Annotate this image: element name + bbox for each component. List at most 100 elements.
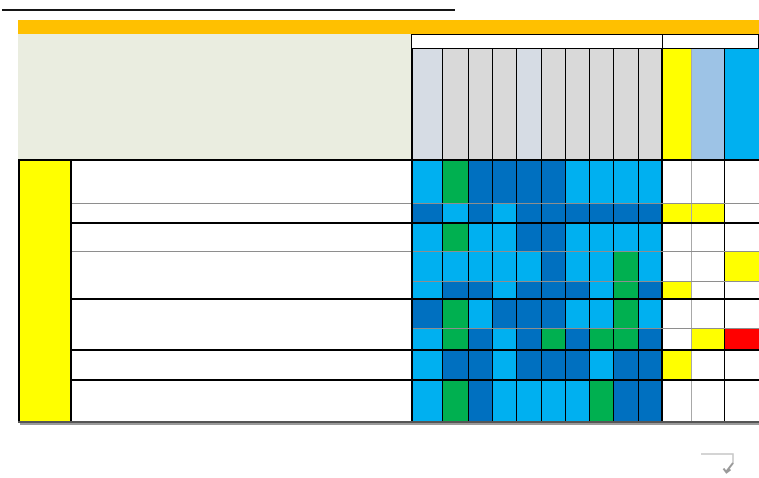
grid-cell[interactable] (468, 204, 493, 222)
grid-cell[interactable] (492, 224, 517, 251)
grid-cell[interactable] (442, 351, 469, 379)
grid-cell[interactable] (413, 300, 443, 328)
grid-cell[interactable] (692, 381, 726, 421)
grid-cell[interactable] (565, 161, 591, 203)
grid-cell[interactable] (725, 252, 759, 281)
grid-cell[interactable] (565, 252, 591, 281)
header-band-left-cell[interactable] (412, 35, 663, 48)
grid-cell[interactable] (590, 282, 615, 298)
grid-cell[interactable] (468, 300, 493, 328)
grid-cell[interactable] (413, 351, 443, 379)
grid-cell[interactable] (614, 252, 640, 281)
grid-cell[interactable] (541, 204, 566, 222)
grid-cell[interactable] (442, 204, 469, 222)
grid-cell[interactable] (413, 161, 443, 203)
grid-cell[interactable] (516, 381, 542, 421)
grid-cell[interactable] (725, 161, 759, 203)
row-label-cell[interactable] (72, 161, 411, 204)
grid-cell[interactable] (590, 351, 615, 379)
grid-cell[interactable] (692, 252, 726, 281)
grid-cell[interactable] (639, 329, 664, 349)
grid-cell[interactable] (614, 329, 640, 349)
grid-cell[interactable] (663, 300, 693, 328)
grid-cell[interactable] (614, 300, 640, 328)
column-header-cell[interactable] (413, 49, 443, 159)
column-header-cell[interactable] (663, 49, 693, 159)
grid-cell[interactable] (413, 329, 443, 349)
grid-cell[interactable] (590, 300, 615, 328)
grid-cell[interactable] (692, 351, 726, 379)
grid-cell[interactable] (468, 252, 493, 281)
row-group-label-cell[interactable] (18, 161, 72, 421)
grid-cell[interactable] (541, 329, 566, 349)
grid-cell[interactable] (541, 351, 566, 379)
grid-cell[interactable] (516, 329, 542, 349)
grid-cell[interactable] (692, 329, 726, 349)
grid-cell[interactable] (442, 224, 469, 251)
grid-cell[interactable] (492, 282, 517, 298)
grid-cell[interactable] (663, 351, 693, 379)
grid-cell[interactable] (516, 161, 542, 203)
column-header-cell[interactable] (614, 49, 640, 159)
grid-cell[interactable] (468, 381, 493, 421)
column-header-cell[interactable] (442, 49, 469, 159)
grid-cell[interactable] (413, 224, 443, 251)
row-label-cell[interactable] (72, 381, 411, 421)
grid-cell[interactable] (725, 329, 759, 349)
grid-cell[interactable] (516, 300, 542, 328)
grid-cell[interactable] (516, 224, 542, 251)
grid-cell[interactable] (541, 300, 566, 328)
grid-cell[interactable] (725, 282, 759, 298)
grid-cell[interactable] (614, 351, 640, 379)
column-header-cell[interactable] (639, 49, 664, 159)
grid-cell[interactable] (725, 381, 759, 421)
grid-cell[interactable] (442, 329, 469, 349)
grid-cell[interactable] (468, 161, 493, 203)
column-header-cell[interactable] (590, 49, 615, 159)
grid-cell[interactable] (468, 224, 493, 251)
grid-cell[interactable] (492, 351, 517, 379)
grid-cell[interactable] (692, 282, 726, 298)
grid-cell[interactable] (413, 381, 443, 421)
row-label-cell[interactable] (72, 252, 411, 300)
grid-cell[interactable] (516, 252, 542, 281)
grid-cell[interactable] (692, 300, 726, 328)
grid-cell[interactable] (492, 329, 517, 349)
column-header-cell[interactable] (541, 49, 566, 159)
grid-cell[interactable] (468, 351, 493, 379)
row-label-cell[interactable] (72, 300, 411, 351)
grid-cell[interactable] (565, 329, 591, 349)
column-header-cell[interactable] (692, 49, 726, 159)
grid-cell[interactable] (663, 282, 693, 298)
grid-cell[interactable] (442, 300, 469, 328)
grid-cell[interactable] (565, 300, 591, 328)
row-label-cell[interactable] (72, 224, 411, 252)
grid-cell[interactable] (565, 224, 591, 251)
grid-cell[interactable] (492, 300, 517, 328)
grid-cell[interactable] (468, 329, 493, 349)
grid-cell[interactable] (663, 252, 693, 281)
grid-cell[interactable] (565, 381, 591, 421)
row-label-cell[interactable] (72, 204, 411, 224)
grid-cell[interactable] (541, 224, 566, 251)
grid-cell[interactable] (516, 204, 542, 222)
grid-cell[interactable] (442, 161, 469, 203)
grid-cell[interactable] (639, 351, 664, 379)
column-header-cell[interactable] (565, 49, 591, 159)
grid-cell[interactable] (516, 351, 542, 379)
grid-cell[interactable] (639, 381, 664, 421)
grid-cell[interactable] (565, 282, 591, 298)
grid-cell[interactable] (614, 381, 640, 421)
grid-cell[interactable] (663, 204, 693, 222)
column-header-cell[interactable] (468, 49, 493, 159)
grid-cell[interactable] (541, 161, 566, 203)
grid-cell[interactable] (692, 224, 726, 251)
grid-cell[interactable] (413, 282, 443, 298)
grid-cell[interactable] (590, 204, 615, 222)
grid-cell[interactable] (692, 161, 726, 203)
grid-cell[interactable] (516, 282, 542, 298)
grid-cell[interactable] (614, 282, 640, 298)
grid-cell[interactable] (541, 381, 566, 421)
grid-cell[interactable] (725, 300, 759, 328)
grid-cell[interactable] (663, 161, 693, 203)
